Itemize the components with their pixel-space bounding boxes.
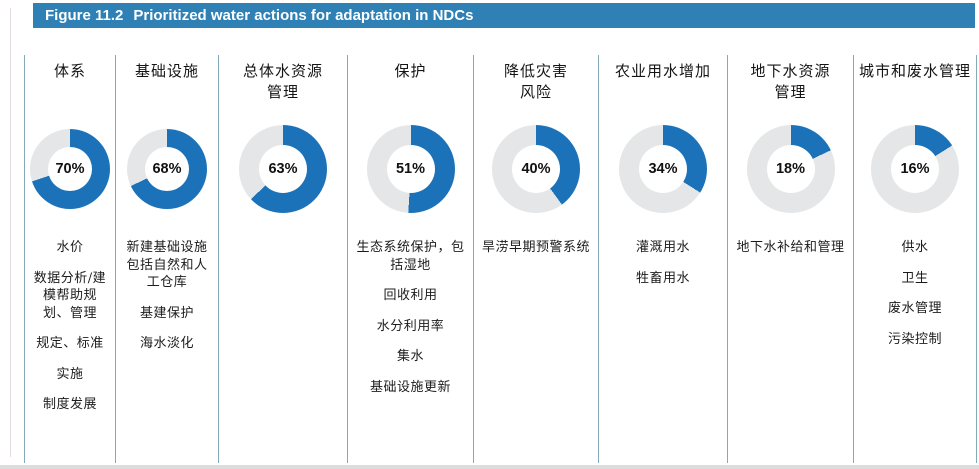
donut-chart: 16% xyxy=(854,123,976,215)
percent-label: 63% xyxy=(268,161,298,177)
figure-label: Figure 11.2 xyxy=(45,7,124,24)
action-items: 旱涝早期预警系统 xyxy=(474,239,598,257)
action-item: 数据分析/建模帮助规划、管理 xyxy=(33,270,107,321)
donut-chart: 63% xyxy=(219,123,347,215)
figure-title: Prioritized water actions for adaptation… xyxy=(133,7,474,24)
action-item: 回收利用 xyxy=(383,288,438,304)
chart-columns: 体系 70% 水价数据分析/建模帮助规划、管理规定、标准实施制度发展 基础设施 … xyxy=(24,55,977,463)
donut-ring: 16% xyxy=(871,125,959,213)
action-item: 新建基础设施包括自然和人工仓库 xyxy=(126,240,208,291)
category-title: 农业用水增加 xyxy=(614,62,711,80)
category-title: 降低灾害 风险 xyxy=(503,62,568,101)
action-item: 污染控制 xyxy=(887,331,942,347)
action-item: 制度发展 xyxy=(42,397,97,413)
percent-label: 51% xyxy=(395,161,426,177)
donut-ring: 34% xyxy=(619,125,707,213)
action-items: 地下水补给和管理 xyxy=(728,239,853,257)
category-column: 基础设施 68% 新建基础设施包括自然和人工仓库基建保护海水淡化 xyxy=(115,55,218,463)
action-item: 生态系统保护，包括湿地 xyxy=(356,240,465,273)
category-title: 地下水资源 管理 xyxy=(750,62,831,101)
category-column: 降低灾害 风险 40% 旱涝早期预警系统 xyxy=(473,55,598,463)
donut-chart: 70% xyxy=(25,123,115,215)
category-title: 体系 xyxy=(53,62,86,80)
donut-ring: 63% xyxy=(239,125,327,213)
category-title: 基础设施 xyxy=(134,62,199,80)
bottom-edge-line xyxy=(0,465,979,469)
donut-ring: 68% xyxy=(127,129,207,209)
category-column: 农业用水增加 34% 灌溉用水牲畜用水 xyxy=(598,55,727,463)
category-title: 城市和废水管理 xyxy=(858,62,971,80)
action-item: 卫生 xyxy=(901,270,929,286)
action-item: 海水淡化 xyxy=(139,336,194,352)
action-item: 地下水补给和管理 xyxy=(736,240,845,255)
percent-label: 40% xyxy=(521,161,551,177)
action-items: 新建基础设施包括自然和人工仓库基建保护海水淡化 xyxy=(116,239,218,353)
donut-ring: 18% xyxy=(746,125,835,213)
action-item: 基建保护 xyxy=(139,305,194,321)
action-item: 牲畜用水 xyxy=(635,270,690,286)
donut-chart: 68% xyxy=(116,123,218,215)
category-column: 保护 51% 生态系统保护，包括湿地回收利用水分利用率集水基础设施更新 xyxy=(347,55,473,463)
action-item: 规定、标准 xyxy=(36,336,104,352)
action-item: 废水管理 xyxy=(887,301,942,317)
donut-chart: 34% xyxy=(599,123,727,215)
action-items: 水价数据分析/建模帮助规划、管理规定、标准实施制度发展 xyxy=(25,239,115,414)
donut-ring: 70% xyxy=(30,129,110,209)
donut-ring: 40% xyxy=(492,125,580,213)
percent-label: 18% xyxy=(775,161,806,177)
category-column: 总体水资源 管理 63% xyxy=(218,55,347,463)
action-items: 供水卫生废水管理污染控制 xyxy=(854,239,976,348)
figure-header: Figure 11.2 Prioritized water actions fo… xyxy=(33,3,975,28)
category-title: 保护 xyxy=(394,62,427,80)
percent-label: 70% xyxy=(55,161,85,177)
action-item: 供水 xyxy=(901,240,929,255)
category-column: 地下水资源 管理 18% 地下水补给和管理 xyxy=(727,55,853,463)
page-edge-line xyxy=(10,8,11,457)
percent-label: 16% xyxy=(900,161,930,177)
category-column: 城市和废水管理 16% 供水卫生废水管理污染控制 xyxy=(853,55,977,463)
donut-chart: 18% xyxy=(728,123,853,215)
percent-label: 34% xyxy=(648,161,678,177)
donut-ring: 51% xyxy=(366,125,455,213)
action-item: 集水 xyxy=(396,349,424,365)
action-item: 水分利用率 xyxy=(376,318,445,334)
category-column: 体系 70% 水价数据分析/建模帮助规划、管理规定、标准实施制度发展 xyxy=(24,55,115,463)
action-items: 灌溉用水 牲畜用水 xyxy=(599,239,727,287)
action-item: 基础设施更新 xyxy=(369,379,451,395)
donut-chart: 40% xyxy=(474,123,598,215)
action-item: 灌溉用水 xyxy=(635,240,690,255)
action-item: 旱涝早期预警系统 xyxy=(481,240,590,255)
category-title: 总体水资源 管理 xyxy=(242,62,323,101)
action-item: 实施 xyxy=(56,366,84,382)
action-items: 生态系统保护，包括湿地回收利用水分利用率集水基础设施更新 xyxy=(348,239,473,396)
action-item: 水价 xyxy=(56,240,84,255)
percent-label: 68% xyxy=(152,161,182,177)
donut-chart: 51% xyxy=(348,123,473,215)
